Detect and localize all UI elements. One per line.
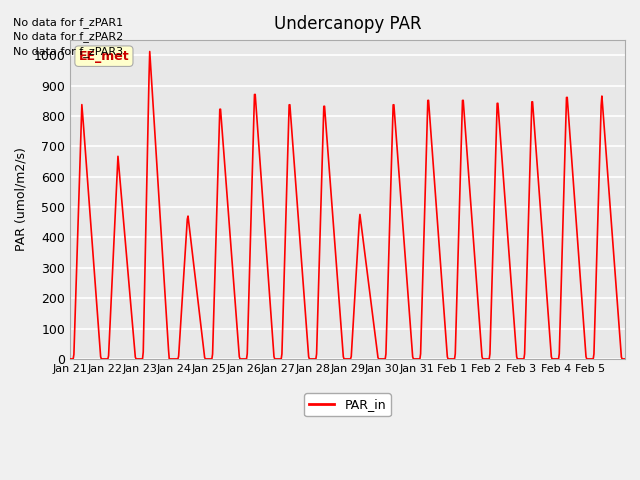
- Text: EE_met: EE_met: [79, 49, 129, 63]
- Legend: PAR_in: PAR_in: [305, 394, 391, 417]
- Text: No data for f_zPAR3: No data for f_zPAR3: [13, 46, 123, 57]
- Title: Undercanopy PAR: Undercanopy PAR: [274, 15, 422, 33]
- Text: No data for f_zPAR2: No data for f_zPAR2: [13, 31, 123, 42]
- Text: No data for f_zPAR1: No data for f_zPAR1: [13, 17, 123, 28]
- Y-axis label: PAR (umol/m2/s): PAR (umol/m2/s): [15, 147, 28, 252]
